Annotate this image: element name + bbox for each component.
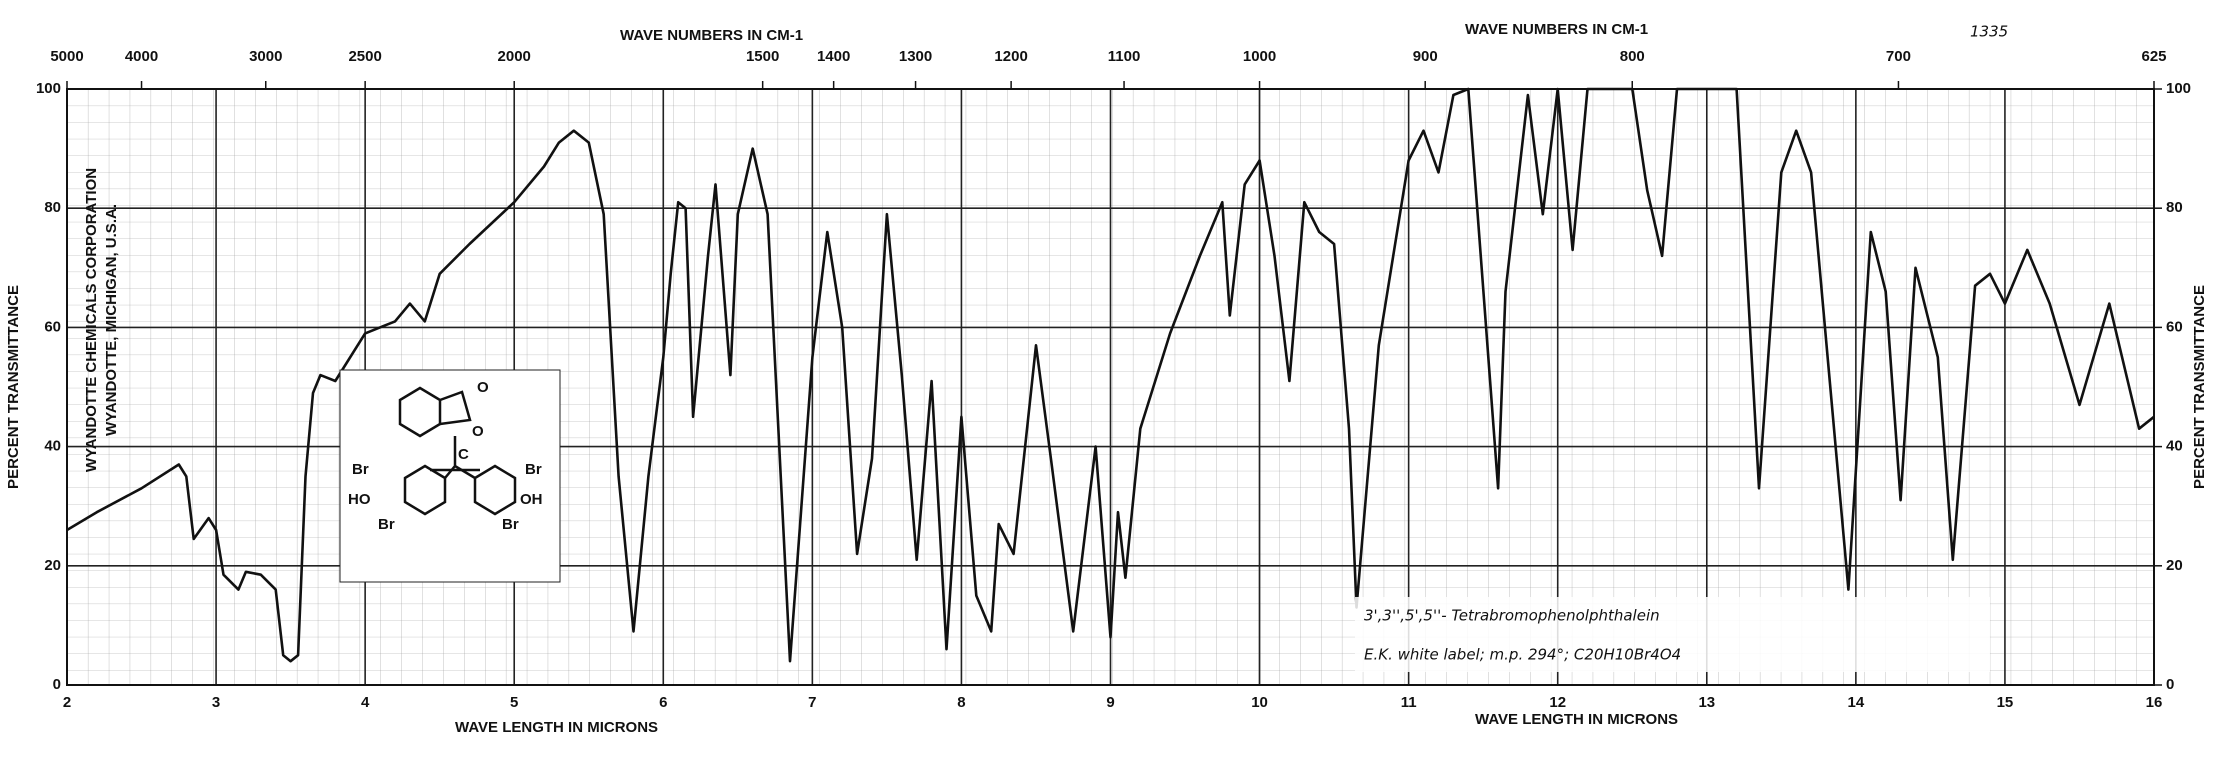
x2-tick-label: 900 — [1413, 48, 1438, 65]
maker: WYANDOTTE, MICHIGAN, U.S.A. — [103, 204, 120, 436]
x2-axis-title: WAVE NUMBERS IN CM-1 — [620, 27, 803, 44]
x2-tick-label: 3000 — [249, 48, 282, 65]
x-tick-label: 16 — [2146, 694, 2163, 711]
y-axis-title: PERCENT TRANSMITTANCE — [5, 285, 22, 489]
y2-tick-label: 100 — [2166, 80, 2191, 97]
maker: WYANDOTTE CHEMICALS CORPORATION — [83, 168, 100, 472]
y-tick-label: 100 — [36, 80, 61, 97]
y-tick-label: 0 — [53, 676, 61, 693]
structure-label: HO — [348, 491, 371, 508]
structure-label: Br — [378, 516, 395, 533]
annotation: E.K. white label; m.p. 294°; C20H10Br4O4 — [1364, 646, 1681, 664]
annotation-background — [1355, 597, 1990, 672]
x2-axis-title: WAVE NUMBERS IN CM-1 — [1465, 21, 1648, 38]
x-tick-label: 7 — [808, 694, 816, 711]
x-tick-label: 13 — [1698, 694, 1715, 711]
x-tick-label: 2 — [63, 694, 71, 711]
x-tick-label: 9 — [1106, 694, 1114, 711]
x-tick-label: 11 — [1401, 694, 1417, 711]
x-tick-label: 15 — [1997, 694, 2014, 711]
structure-diagram — [339, 369, 561, 583]
x2-tick-label: 1400 — [817, 48, 850, 65]
x-tick-label: 14 — [1848, 694, 1865, 711]
structure-label: O — [477, 379, 489, 396]
x2-tick-label: 1200 — [994, 48, 1027, 65]
x-axis-title: WAVE LENGTH IN MICRONS — [455, 719, 658, 736]
structure-label: OH — [520, 491, 543, 508]
structure-label: Br — [525, 461, 542, 478]
x-tick-label: 12 — [1549, 694, 1566, 711]
structure-label: Br — [352, 461, 369, 478]
x-tick-label: 10 — [1251, 694, 1268, 711]
x2-tick-label: 5000 — [50, 48, 83, 65]
x2-tick-label: 4000 — [125, 48, 158, 65]
y2-tick-label: 40 — [2166, 438, 2183, 455]
annotation: 3',3'',5',5''- Tetrabromophenolphthalein — [1364, 607, 1660, 625]
x2-tick-label: 700 — [1886, 48, 1911, 65]
x2-tick-label: 625 — [2141, 48, 2166, 65]
structure-label: Br — [502, 516, 519, 533]
y-tick-label: 40 — [44, 438, 61, 455]
y2-tick-label: 0 — [2166, 676, 2174, 693]
y2-tick-label: 20 — [2166, 557, 2183, 574]
x-tick-label: 6 — [659, 694, 667, 711]
x2-tick-label: 1000 — [1243, 48, 1276, 65]
y-tick-label: 80 — [44, 199, 61, 216]
x2-tick-label: 1500 — [746, 48, 779, 65]
x2-tick-label: 2500 — [348, 48, 381, 65]
structure-label: C — [458, 446, 469, 463]
x-axis-title: WAVE LENGTH IN MICRONS — [1475, 711, 1678, 728]
x-tick-label: 5 — [510, 694, 518, 711]
y2-tick-label: 80 — [2166, 199, 2183, 216]
x2-tick-label: 1300 — [899, 48, 932, 65]
y-tick-label: 20 — [44, 557, 61, 574]
y2-tick-label: 60 — [2166, 318, 2183, 335]
y-tick-label: 60 — [44, 318, 61, 335]
spectrum-number: 1335 — [1970, 23, 2008, 41]
x2-tick-label: 800 — [1620, 48, 1645, 65]
x2-tick-label: 2000 — [498, 48, 531, 65]
structure-label: O — [472, 423, 484, 440]
x2-tick-label: 1100 — [1108, 48, 1141, 65]
plot-frame — [66, 88, 2155, 686]
y2-axis-title: PERCENT TRANSMITTANCE — [2191, 285, 2208, 489]
x-tick-label: 8 — [957, 694, 965, 711]
x-tick-label: 3 — [212, 694, 220, 711]
x-tick-label: 4 — [361, 694, 370, 711]
